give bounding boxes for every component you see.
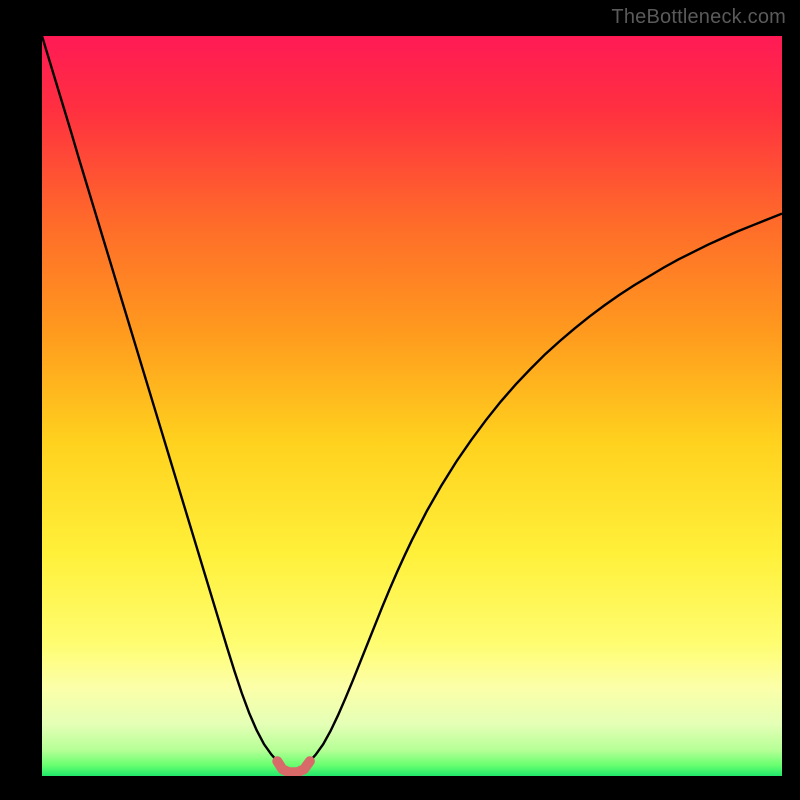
chart-svg <box>42 36 782 776</box>
chart-container: TheBottleneck.com <box>0 0 800 800</box>
watermark-text: TheBottleneck.com <box>611 6 786 29</box>
plot-area <box>42 36 782 776</box>
